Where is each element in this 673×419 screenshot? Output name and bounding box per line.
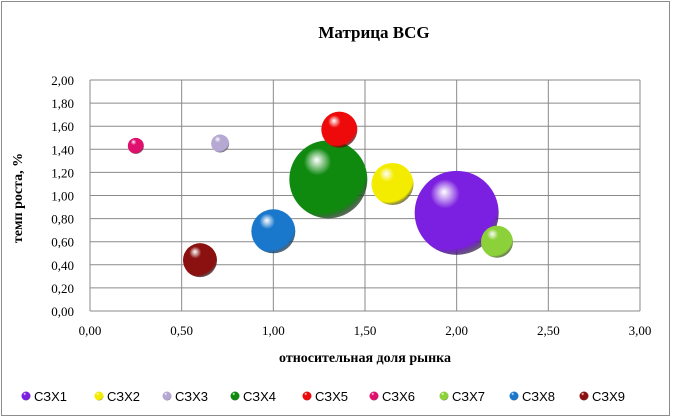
bubble-СЗХ3 [211, 134, 230, 153]
y-tick-label: 0,80 [51, 212, 74, 227]
legend-marker [94, 391, 104, 401]
legend: СЗХ1 СЗХ2 СЗХ3 СЗХ4 СЗХ5 СЗХ6 СЗХ7 СЗХ8 СЗХ9 [21, 389, 625, 404]
y-tick-label: 0,00 [51, 304, 74, 319]
legend-label: СЗХ2 [107, 389, 140, 404]
legend-marker [21, 391, 31, 401]
bubble-СЗХ2 [371, 162, 414, 205]
legend-label: СЗХ8 [522, 389, 555, 404]
y-tick-label: 1,20 [51, 165, 74, 180]
y-tick-label: 1,40 [51, 142, 74, 157]
legend-label: СЗХ9 [592, 389, 625, 404]
bubbles [127, 111, 513, 278]
x-tick-label: 3,00 [629, 323, 652, 338]
x-tick-label: 1,00 [262, 323, 285, 338]
x-tick-label: 2,50 [537, 323, 560, 338]
x-axis-label: относительная доля рынка [279, 351, 451, 366]
legend-label: СЗХ7 [452, 389, 485, 404]
chart-title: Матрица BCG [318, 23, 429, 42]
x-tick-label: 1,50 [354, 323, 377, 338]
legend-marker [509, 391, 519, 401]
legend-label: СЗХ5 [315, 389, 348, 404]
bubble-СЗХ7 [481, 225, 513, 258]
legend-marker [230, 391, 240, 401]
bubble-СЗХ1 [414, 170, 499, 255]
y-tick-label: 0,60 [51, 235, 74, 250]
y-tick-labels: 0,00 0,20 0,40 0,60 0,80 1,00 1,20 1,40 1,60 1,80… [51, 73, 74, 319]
y-tick-label: 0,40 [51, 258, 74, 273]
y-tick-label: 1,80 [51, 96, 74, 111]
legend-label: СЗХ3 [175, 389, 208, 404]
y-tick-label: 0,20 [51, 281, 74, 296]
legend-label: СЗХ4 [243, 389, 276, 404]
bubble-СЗХ4 [289, 140, 368, 219]
x-tick-labels: 0,00 0,50 1,00 1,50 2,00 2,50 3,00 [79, 323, 652, 338]
y-tick-label: 1,60 [51, 119, 74, 134]
legend-marker [439, 391, 449, 401]
bubble-СЗХ8 [251, 209, 296, 254]
legend-marker [162, 391, 172, 401]
legend-label: СЗХ1 [34, 389, 67, 404]
y-axis-label: темп роста, % [11, 153, 26, 243]
bubble-СЗХ9 [183, 243, 217, 278]
y-tick-label: 2,00 [51, 73, 74, 88]
y-tick-label: 1,00 [51, 189, 74, 204]
bubble-СЗХ6 [127, 137, 144, 154]
legend-marker [369, 391, 379, 401]
grid [89, 79, 641, 312]
legend-marker [579, 391, 589, 401]
x-tick-label: 2,00 [445, 323, 468, 338]
bubble-СЗХ5 [321, 111, 358, 148]
x-tick-label: 0,00 [79, 323, 102, 338]
legend-marker [302, 391, 312, 401]
legend-label: СЗХ6 [382, 389, 415, 404]
x-tick-label: 0,50 [170, 323, 193, 338]
